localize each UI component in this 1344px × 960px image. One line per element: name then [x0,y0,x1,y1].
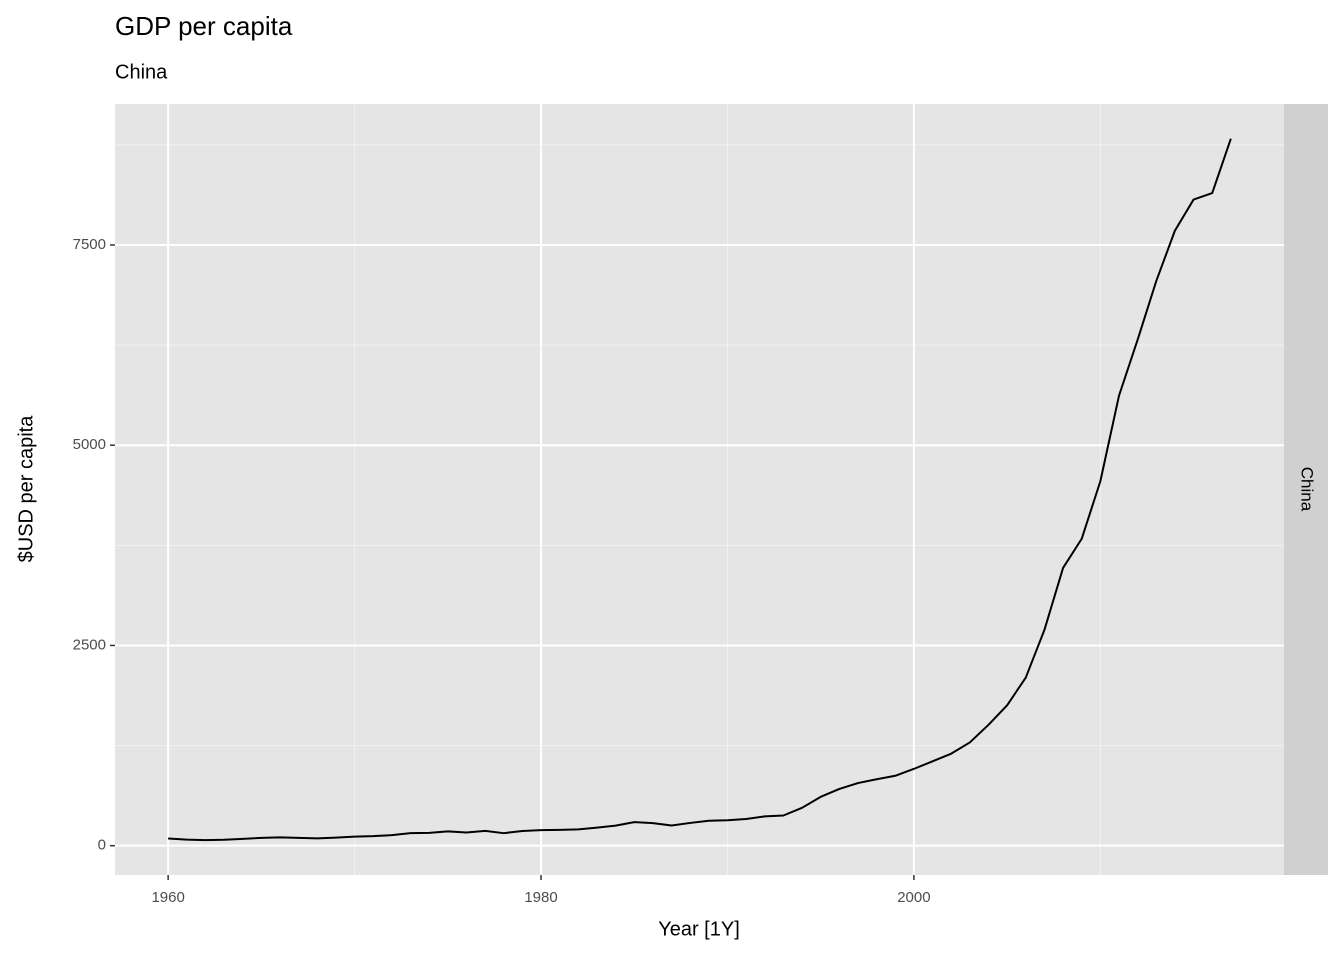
y-tick-label: 2500 [73,636,106,653]
marks [168,138,1232,842]
line [168,138,1232,842]
panel [115,104,1284,875]
facet-label: China [1298,467,1317,512]
chart-subtitle: China [115,61,168,83]
y-tick-label: 7500 [73,236,106,253]
chart-title: GDP per capita [115,11,293,41]
x-tick-label: 2000 [897,889,930,906]
facet-strip [1284,104,1328,875]
grid [115,104,1284,875]
x-axis-title: Year [1Y] [658,918,740,940]
x-tick-label: 1980 [524,889,557,906]
y-tick-label: 5000 [73,436,106,453]
x-tick-label: 1960 [151,889,184,906]
y-axis-title: $USD per capita [15,415,37,563]
y-tick-label: 0 [98,837,106,854]
